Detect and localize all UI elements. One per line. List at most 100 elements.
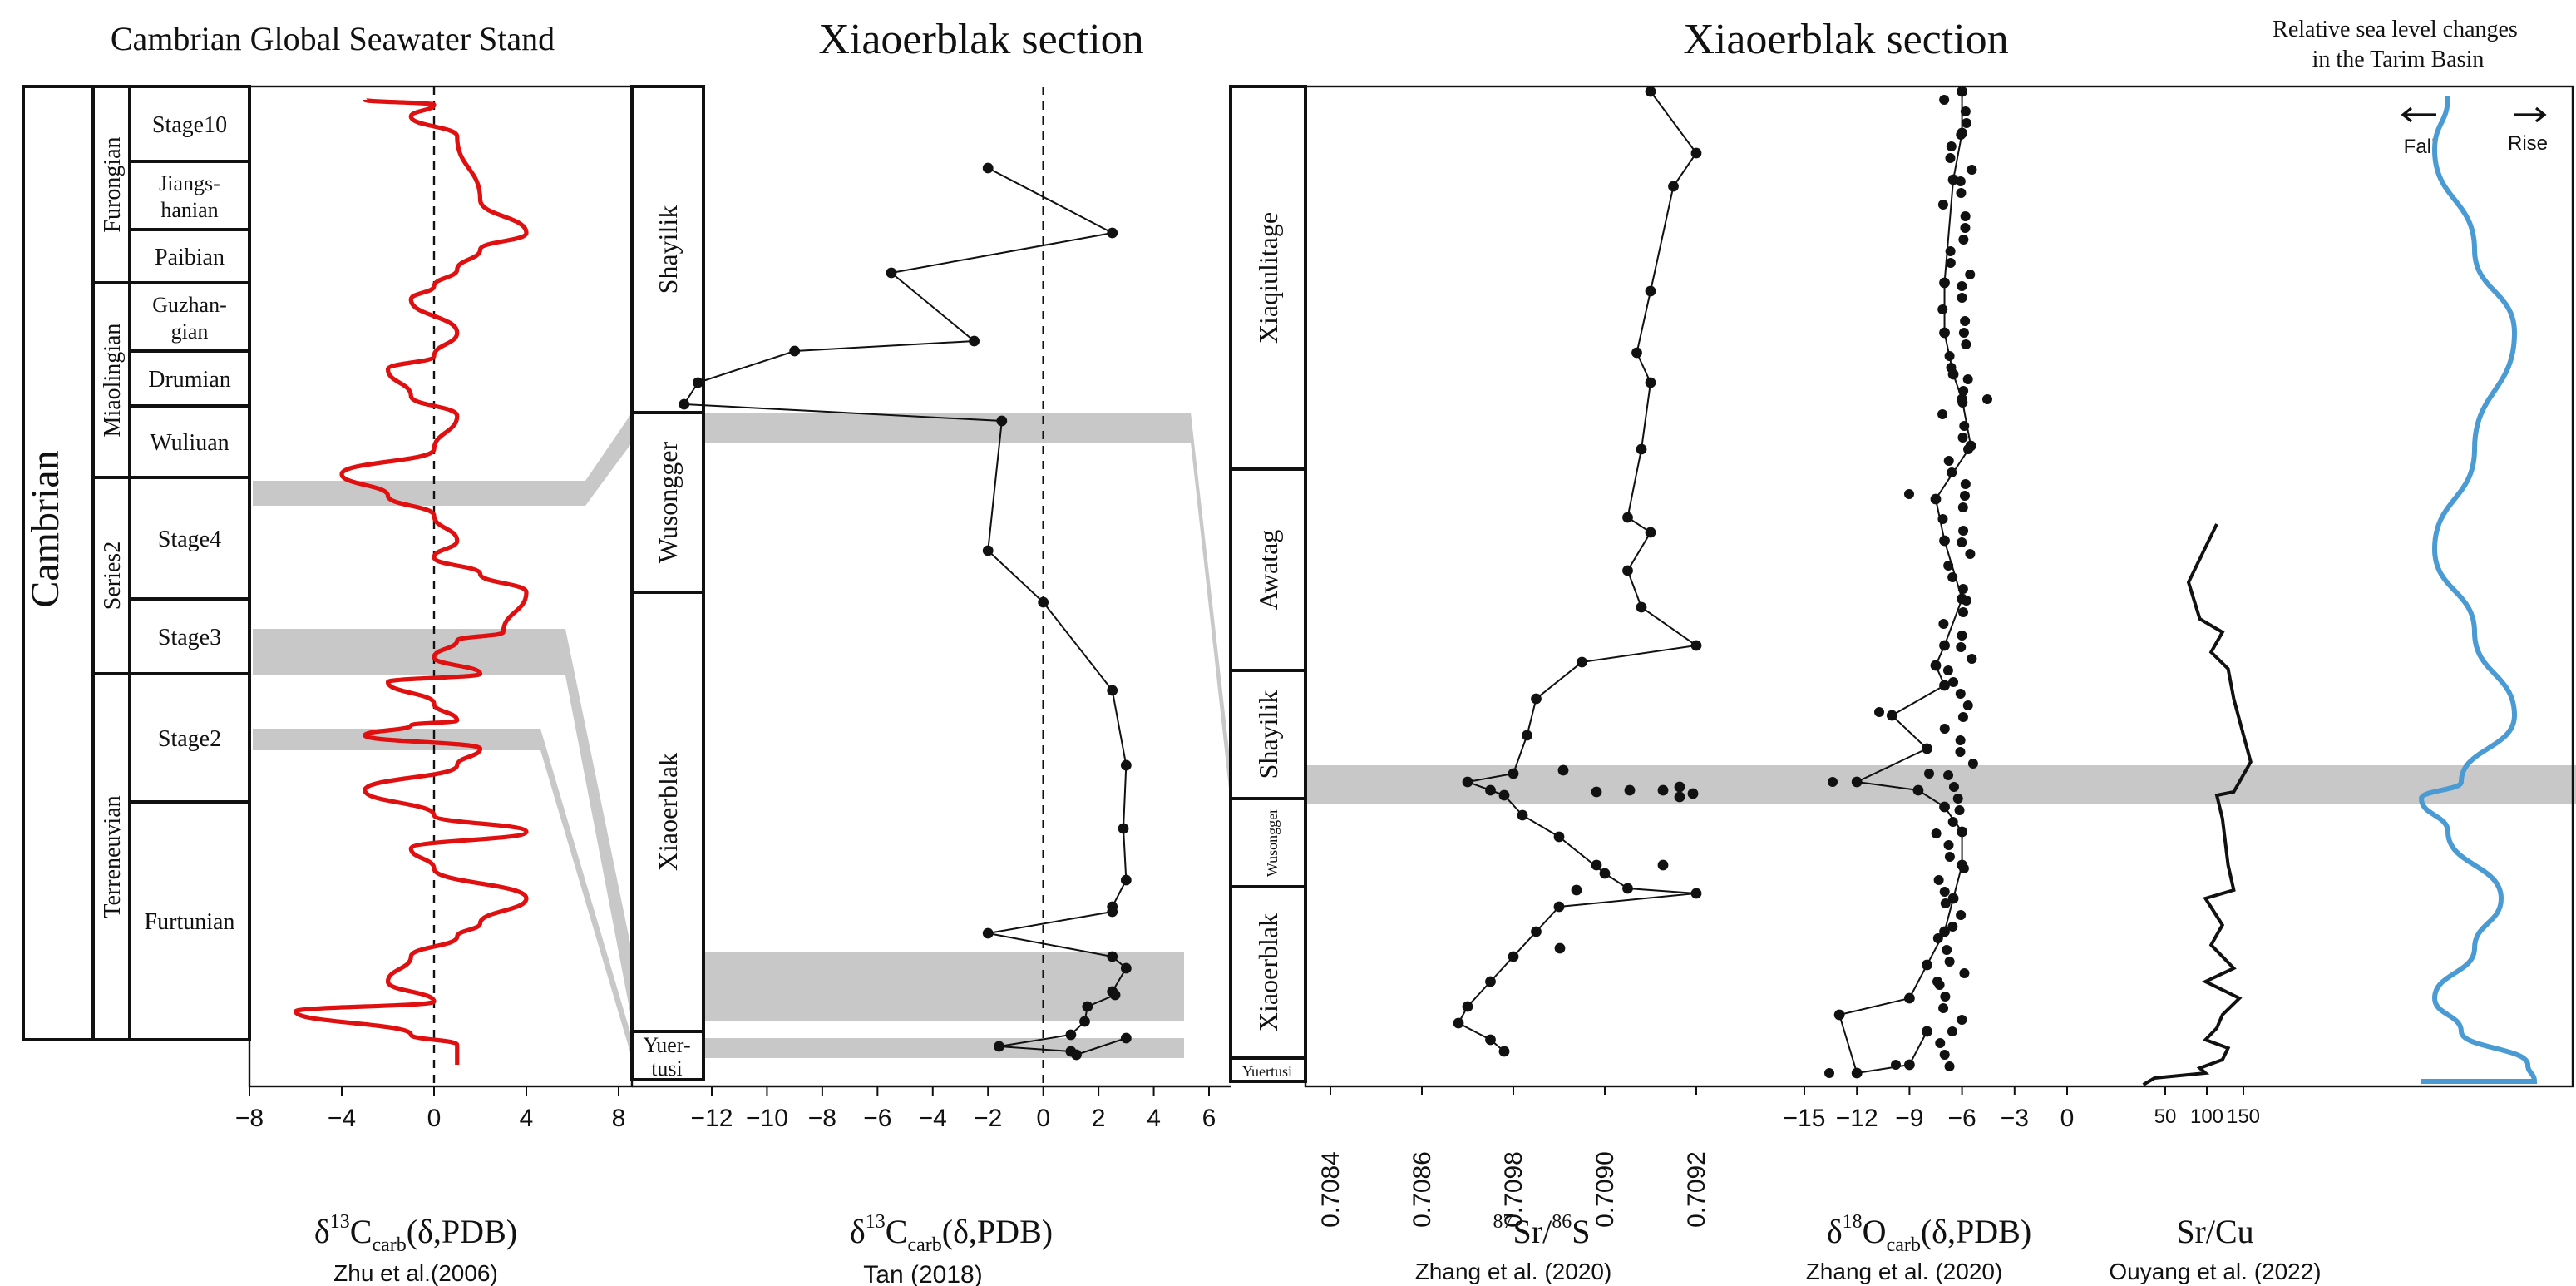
formation-label: Wusongger <box>653 442 683 564</box>
x-tick-label: −6 <box>1947 1105 1976 1132</box>
data-point <box>1957 712 1968 722</box>
plot-frame <box>1304 85 2574 1088</box>
stage-box <box>128 404 251 479</box>
formation-column-mid: Shayilik Wusongger Xiaoerblak Yuer-tusi <box>630 85 705 1081</box>
stage-label: gian <box>171 319 209 344</box>
data-point <box>1120 874 1132 886</box>
data-point <box>1967 165 1977 175</box>
data-point <box>1948 677 1959 687</box>
data-point <box>1948 782 1959 792</box>
sr-cu-line <box>2142 523 2253 1086</box>
data-point <box>1690 147 1702 159</box>
formation-box <box>630 591 705 1033</box>
data-point <box>1957 607 1968 617</box>
series-label: Miaolingian <box>100 324 126 438</box>
data-point <box>1955 689 1966 699</box>
stage-label: Guzhan- <box>152 293 227 317</box>
data-point <box>1957 584 1968 594</box>
sr-isotope-line <box>1457 91 1699 1052</box>
data-point <box>1622 883 1633 894</box>
source-5: Ouyang et al. (2022) <box>2109 1259 2321 1284</box>
data-point <box>1957 398 1968 408</box>
rise-label: Rise <box>2508 132 2548 155</box>
title-sea-line1: Relative sea level changes <box>2273 17 2518 42</box>
data-point <box>1657 784 1669 796</box>
data-point <box>1828 777 1838 787</box>
plot-frame <box>248 85 634 1088</box>
data-point <box>1960 316 1971 326</box>
data-point <box>692 377 703 388</box>
data-point <box>1065 1029 1077 1041</box>
data-point <box>1118 823 1129 834</box>
correlation-bands <box>253 413 2576 1058</box>
data-point <box>1937 409 1948 419</box>
stage-box <box>128 800 251 1041</box>
data-point <box>1945 153 1956 163</box>
data-point <box>1107 951 1118 962</box>
data-point <box>1082 1001 1093 1012</box>
data-point <box>1508 951 1519 962</box>
data-point <box>1668 181 1679 192</box>
fall-arrow-icon <box>2401 106 2436 123</box>
data-point <box>1947 467 1957 477</box>
data-point <box>1957 281 1967 291</box>
stage-label: Stage4 <box>158 527 221 552</box>
data-point <box>1958 328 1969 338</box>
x-tick-label: −15 <box>1784 1105 1826 1132</box>
data-point <box>982 927 994 939</box>
data-point <box>1498 1046 1510 1057</box>
data-point <box>1553 831 1565 843</box>
x-tick-label: 0.7084 <box>1317 1151 1345 1228</box>
data-point <box>1961 339 1971 349</box>
formation-label: Yuer- <box>643 1033 690 1057</box>
series-label: Terreneuvian <box>100 795 126 918</box>
data-point <box>1943 840 1954 850</box>
series-label: Series2 <box>100 542 126 610</box>
data-point <box>1939 95 1950 105</box>
x-tick-label: −12 <box>1836 1105 1878 1132</box>
data-point <box>1038 596 1049 608</box>
data-point <box>1955 747 1966 757</box>
data-point <box>1967 759 1978 769</box>
data-point <box>1954 805 1965 815</box>
data-point <box>1960 211 1971 221</box>
stage-label: Wuliuan <box>150 430 229 456</box>
x-tick-label: 0 <box>1036 1105 1050 1132</box>
data-point <box>1922 743 1932 754</box>
data-point <box>1967 654 1977 664</box>
source-4: Zhang et al. (2020) <box>1806 1259 2003 1284</box>
formation-label: Shayilik <box>653 205 683 294</box>
data-point <box>1939 277 1950 289</box>
data-point <box>1636 443 1647 455</box>
data-point <box>1937 200 1948 210</box>
data-point <box>1965 549 1976 559</box>
data-point <box>1957 631 1967 641</box>
data-point <box>1462 776 1473 788</box>
sea-level-curve <box>2418 96 2538 1085</box>
data-point <box>1932 933 1943 943</box>
data-point <box>994 1041 1004 1052</box>
x-tick-label: −10 <box>746 1105 788 1132</box>
data-point <box>1517 809 1528 821</box>
x-tick-label: 0 <box>2060 1105 2075 1132</box>
data-point <box>1657 859 1669 871</box>
data-point <box>1957 502 1968 512</box>
title-sea-line2: in the Tarim Basin <box>2312 47 2485 72</box>
panel-global-d13c: −8 −4 0 4 8 <box>235 85 634 1132</box>
stage-label: Paibian <box>155 245 225 270</box>
x-tick-label: −9 <box>1895 1105 1923 1132</box>
stage-label: Drumian <box>148 367 231 393</box>
x-tick-label: 0 <box>427 1105 442 1132</box>
data-point <box>1591 859 1602 871</box>
data-point <box>1557 764 1569 776</box>
data-point <box>1485 976 1496 987</box>
data-point <box>1947 922 1958 932</box>
data-point <box>1943 456 1954 466</box>
data-point <box>1531 926 1542 937</box>
data-point <box>1944 351 1955 361</box>
data-point <box>1912 784 1924 796</box>
data-point <box>1531 693 1542 705</box>
x-tick-label: 150 <box>2227 1105 2260 1128</box>
xlabel-1: δ13Ccarb(δ,PDB) <box>314 1211 517 1256</box>
